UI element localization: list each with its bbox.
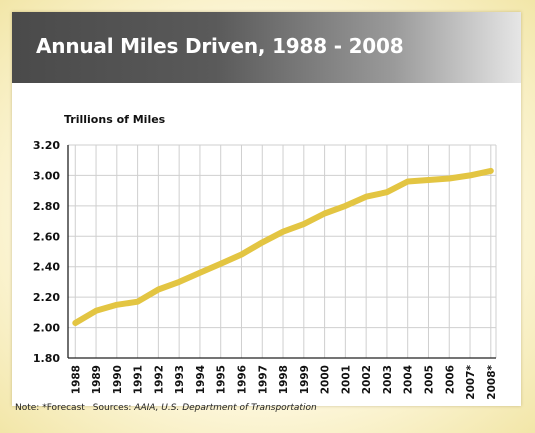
y-tick-label: 3.00 xyxy=(33,169,60,182)
x-tick-label: 1993 xyxy=(174,365,186,394)
x-tick-label: 1990 xyxy=(112,365,124,394)
x-tick-label: 2002 xyxy=(361,365,373,394)
x-tick-label: 1998 xyxy=(278,365,290,394)
x-tick-label: 2008* xyxy=(486,364,498,399)
x-tick-label: 1995 xyxy=(216,365,228,394)
y-tick-label: 2.60 xyxy=(33,230,60,243)
x-tick-label: 2006 xyxy=(444,365,456,394)
x-tick-label: 1999 xyxy=(299,365,311,394)
series-line xyxy=(72,167,494,326)
y-tick-label: 3.20 xyxy=(33,139,60,152)
title-bar: Annual Miles Driven, 1988 - 2008 xyxy=(12,12,521,83)
y-tick-label: 2.40 xyxy=(33,261,60,274)
gridlines xyxy=(68,144,497,358)
x-tick-label: 1992 xyxy=(153,365,165,394)
x-tick-label: 1988 xyxy=(70,365,82,394)
x-tick-label: 1996 xyxy=(236,365,248,394)
y-tick-label: 2.80 xyxy=(33,200,60,213)
x-tick-label: 2003 xyxy=(382,365,394,394)
series-layer xyxy=(72,167,494,326)
x-tick-label: 1997 xyxy=(257,365,269,394)
x-tick-label: 1991 xyxy=(133,365,145,394)
y-tick-label: 2.00 xyxy=(33,322,60,335)
x-tick-label: 2005 xyxy=(423,365,435,394)
axes xyxy=(67,145,496,359)
chart-panel: Annual Miles Driven, 1988 - 2008 1.80 2.0… xyxy=(12,12,521,406)
y-tick-label: 2.20 xyxy=(33,291,60,304)
line-chart: 1.80 2.00 2.20 2.40 2.60 2.80 3.00 3.20 1988 1989… xyxy=(33,113,498,400)
x-tick-label: 2001 xyxy=(340,365,352,394)
note-text: Note: *Forecast xyxy=(15,403,85,413)
sources-label: Sources: xyxy=(92,403,132,413)
x-tick-label: 1994 xyxy=(195,365,207,394)
chart-area: 1.80 2.00 2.20 2.40 2.60 2.80 3.00 3.20 1988 1989… xyxy=(12,83,521,406)
footnote: Note: *Forecast Sources: AAIA, U.S. Depar… xyxy=(15,403,317,413)
x-tick-label: 2004 xyxy=(403,365,415,394)
y-axis-title: Trillions of Miles xyxy=(64,113,166,126)
tick-labels: 1.80 2.00 2.20 2.40 2.60 2.80 3.00 3.20 1988 1989… xyxy=(33,139,498,400)
x-tick-label: 1989 xyxy=(91,365,103,394)
x-tick-label: 2007* xyxy=(465,364,477,399)
sources-text: AAIA, U.S. Department of Transportation xyxy=(134,403,317,413)
chart-title: Annual Miles Driven, 1988 - 2008 xyxy=(36,34,404,58)
y-tick-label: 1.80 xyxy=(33,352,60,365)
x-tick-label: 2000 xyxy=(320,365,332,394)
